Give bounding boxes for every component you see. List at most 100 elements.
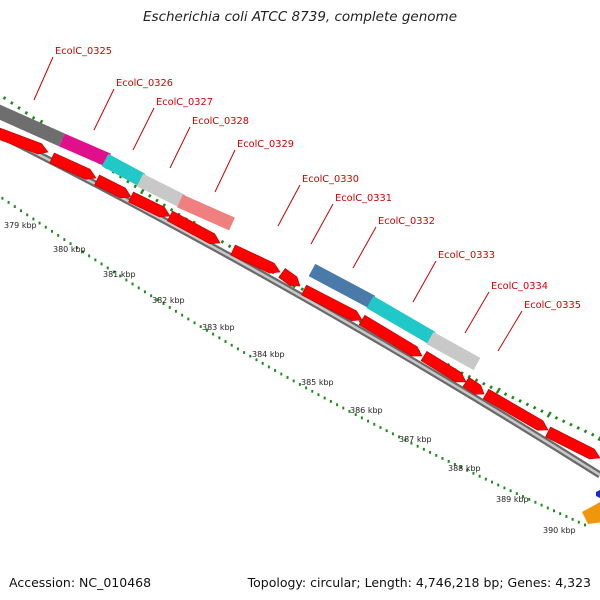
inner-scale-tick: [187, 317, 190, 321]
inner-scale-tick: [156, 298, 159, 302]
outer-scale-tick: [495, 387, 501, 394]
outer-scale-tick: [2, 96, 7, 100]
gene-leader-line: [214, 149, 236, 193]
inner-scale-tick: [274, 369, 277, 372]
inner-scale-tick: [243, 351, 246, 354]
inner-scale-tick: [441, 457, 444, 460]
inner-scale-tick: [497, 483, 500, 487]
inner-scale-tick: [75, 246, 78, 250]
inner-scale-tick: [106, 266, 109, 270]
inner-scale-tick: [342, 406, 345, 410]
cds-arrow: [358, 314, 423, 357]
inner-scale-tick: [168, 306, 171, 309]
inner-scale-tick: [472, 471, 475, 475]
inner-scale-tick: [317, 393, 320, 397]
outer-scale-tick: [133, 184, 138, 189]
kbp-tick-label: 383 kbp: [202, 323, 235, 332]
inner-scale-tick: [193, 321, 196, 325]
gene-leader-line: [352, 226, 377, 269]
cds-arrow: [420, 350, 467, 383]
cog-feature-layer: [0, 103, 481, 371]
gene-leader-line: [464, 291, 490, 334]
inner-scale-tick: [404, 438, 407, 442]
kbp-tick-label: 382 kbp: [152, 296, 185, 305]
figure-title: Escherichia coli ATCC 8739, complete gen…: [143, 9, 457, 25]
inner-scale-tick: [522, 495, 525, 498]
cog-feature-block: [426, 331, 481, 371]
inner-scale-tick: [94, 258, 97, 262]
inner-scale-tick: [584, 523, 586, 527]
inner-scale-tick: [212, 332, 215, 336]
outer-scale-tick: [467, 374, 472, 379]
inner-scale-tick: [398, 435, 401, 439]
gene-leader-line: [33, 56, 54, 101]
cog-feature-block: [59, 133, 111, 167]
inner-scale-tick: [515, 492, 518, 496]
inner-scale-tick: [528, 497, 531, 501]
inner-scale-tick: [571, 517, 574, 521]
gene-leader-line: [132, 107, 155, 151]
gene-label: EcolC_0325: [55, 46, 112, 57]
inner-scale-tick: [57, 234, 60, 237]
inner-scale-tick: [478, 474, 481, 478]
inner-scale-tick: [391, 432, 394, 436]
inner-scale-tick: [236, 347, 239, 351]
inner-scale-tick: [205, 328, 208, 332]
outer-scale-tick: [31, 116, 36, 120]
inner-scale-tick: [354, 413, 357, 417]
inner-scale-tick: [323, 396, 326, 400]
gene-label: EcolC_0327: [156, 97, 213, 108]
inner-scale-tick: [546, 506, 549, 510]
outer-scale-tick: [518, 399, 522, 403]
gene-label: EcolC_0330: [302, 174, 359, 185]
inner-scale-tick: [230, 343, 233, 347]
outer-scale-tick: [569, 422, 573, 427]
gene-label: EcolC_0328: [192, 116, 249, 127]
inner-scale-tick: [267, 365, 270, 369]
inner-scale-tick: [336, 403, 339, 407]
inner-scale-tick: [460, 465, 463, 469]
inner-scale-tick: [311, 389, 314, 393]
cog-feature-block: [308, 263, 376, 309]
cog-feature-block: [366, 295, 436, 345]
inner-scale-tick: [292, 379, 295, 383]
inner-scale-tick: [373, 422, 376, 426]
inner-scale-tick: [491, 480, 494, 484]
inner-scale-tick: [224, 340, 227, 343]
gene-label: EcolC_0329: [237, 139, 294, 150]
inner-scale-tick: [249, 354, 252, 358]
inner-scale-tick: [329, 400, 332, 403]
inner-scale-tick: [453, 463, 456, 466]
inner-scale-tick: [150, 294, 153, 298]
inner-scale-tick: [503, 486, 506, 490]
inner-scale-tick: [162, 302, 165, 305]
inner-scale-tick: [367, 419, 370, 423]
outer-scale-tick: [532, 405, 537, 410]
inner-scale-tick: [484, 477, 487, 481]
gene-label: EcolC_0332: [378, 216, 435, 227]
outer-scale-tick: [155, 198, 159, 203]
cds-arrow: [482, 388, 549, 431]
gene-label: EcolC_0326: [116, 78, 173, 89]
inner-scale-tick: [13, 205, 16, 208]
inner-scale-tick: [181, 313, 184, 317]
inner-scale-tick: [125, 278, 128, 282]
inner-scale-tick: [50, 229, 53, 233]
inner-scale-tick: [88, 254, 91, 258]
outer-scale-tick: [546, 411, 552, 418]
gene-leader-line: [412, 260, 437, 303]
inner-scale-tick: [174, 309, 177, 313]
inner-scale-tick: [112, 270, 115, 274]
inner-scale-tick: [261, 361, 264, 365]
inner-scale-tick: [26, 213, 29, 217]
outer-scale-tick: [169, 207, 174, 212]
outer-scale-tick: [220, 239, 225, 244]
inner-scale-tick: [1, 196, 4, 200]
outer-scale-tick: [482, 381, 486, 386]
kbp-tick-label: 386 kbp: [350, 406, 383, 415]
outer-scale-tick: [10, 101, 14, 105]
gene-leader-line: [169, 126, 191, 169]
gene-label: EcolC_0331: [335, 193, 392, 204]
